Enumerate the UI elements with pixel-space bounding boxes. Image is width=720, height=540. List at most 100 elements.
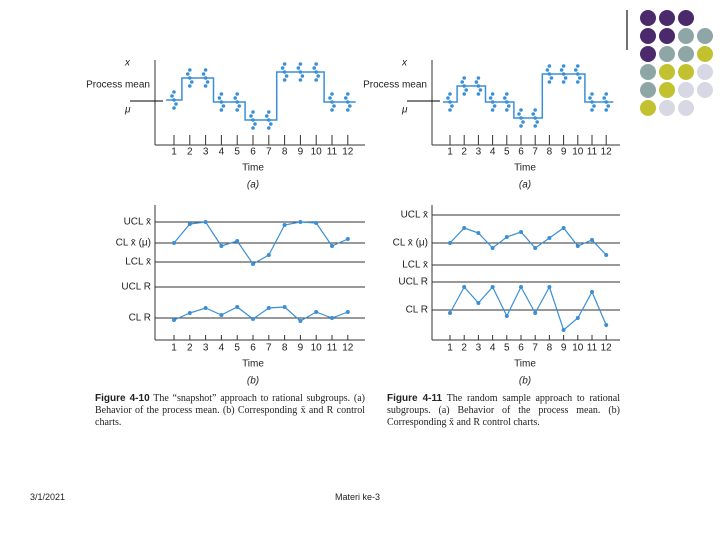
sample-point xyxy=(460,80,465,84)
x-tick-label: 11 xyxy=(327,343,338,354)
x-tick-label: 4 xyxy=(490,147,496,158)
x-tick-label: 3 xyxy=(203,147,209,158)
sample-point xyxy=(219,108,224,112)
x-label: Time xyxy=(242,163,264,174)
sample-point xyxy=(253,122,257,126)
chart-point xyxy=(172,241,176,245)
sample-point xyxy=(602,96,606,100)
chart-point xyxy=(462,226,467,230)
x-tick-label: 3 xyxy=(476,147,482,158)
sample-point xyxy=(604,100,608,104)
limit-label: UCL x̄ xyxy=(124,217,151,228)
chart-point xyxy=(314,221,319,225)
chart-point xyxy=(345,237,350,241)
sample-point xyxy=(604,108,608,112)
x-tick-label: 11 xyxy=(327,147,338,158)
x-tick-label: 11 xyxy=(587,343,598,354)
x-tick-label: 1 xyxy=(171,147,177,158)
sample-point xyxy=(296,66,301,70)
footer: Materi ke-3 xyxy=(335,492,381,502)
sample-point xyxy=(298,62,303,66)
y-label: Process mean xyxy=(86,80,150,91)
chart-point xyxy=(266,253,271,257)
sample-point xyxy=(448,92,452,96)
sample-point xyxy=(561,64,566,68)
caption-text: The “snapshot” approach to rational subg… xyxy=(95,393,365,428)
limit-label: UCL x̄ xyxy=(401,210,428,221)
x-tick-label: 5 xyxy=(234,147,240,158)
chart-point xyxy=(345,310,350,314)
sample-point xyxy=(186,72,190,76)
chart-point xyxy=(490,246,495,250)
x-tick-label: 6 xyxy=(250,343,256,354)
chart-point xyxy=(298,319,303,323)
x-tick-label: 8 xyxy=(282,147,288,158)
sample-point xyxy=(592,104,596,108)
x-tick-label: 9 xyxy=(561,147,567,158)
sample-point xyxy=(170,94,174,98)
x-tick-label: 10 xyxy=(311,343,323,354)
chart-point xyxy=(561,226,566,230)
sample-point xyxy=(265,114,269,118)
sample-point xyxy=(519,116,523,120)
x-tick-label: 11 xyxy=(587,147,598,158)
chart-point xyxy=(251,262,255,266)
sample-point xyxy=(505,92,509,96)
sample-point xyxy=(332,104,336,108)
sample-point xyxy=(314,70,319,74)
sample-point xyxy=(267,126,271,130)
x-tick-label: 7 xyxy=(266,343,272,354)
chart-line xyxy=(173,221,349,265)
x-tick-label: 1 xyxy=(447,343,453,354)
sample-point xyxy=(328,96,332,100)
sample-point xyxy=(446,96,450,100)
sample-point xyxy=(547,72,552,76)
sample-point xyxy=(205,80,210,84)
limit-label: CL R xyxy=(406,305,428,316)
sample-point xyxy=(462,92,467,96)
sample-point xyxy=(267,118,271,122)
x-tick-label: 7 xyxy=(532,147,538,158)
mu: μ xyxy=(401,105,408,116)
sample-point xyxy=(476,84,481,88)
sample-point xyxy=(316,74,321,78)
chart-point xyxy=(219,244,224,248)
sample-point xyxy=(172,98,176,102)
sample-point xyxy=(282,62,287,66)
limit-label: CL x̄ (μ) xyxy=(393,238,428,249)
chart-point xyxy=(504,314,509,318)
chart-point xyxy=(533,311,538,315)
x-tick-label: 1 xyxy=(171,343,177,354)
chart-point xyxy=(504,235,509,239)
sample-point xyxy=(576,80,580,84)
sample-point xyxy=(251,118,255,122)
chart-point xyxy=(282,223,287,227)
x-tick-label: 4 xyxy=(219,147,225,158)
x-tick-label: 1 xyxy=(447,147,453,158)
sample-point xyxy=(590,108,594,112)
x-tick-label: 10 xyxy=(572,343,584,354)
x-tick-label: 3 xyxy=(203,343,209,354)
x-tick-label: 4 xyxy=(490,343,496,354)
sample-point xyxy=(330,108,334,112)
sample-point xyxy=(533,124,537,128)
x-tick-label: 6 xyxy=(518,147,524,158)
sample-point xyxy=(346,92,350,96)
chart-point xyxy=(266,306,271,310)
x-label: Time xyxy=(242,359,264,370)
limit-label: LCL x̄ xyxy=(402,260,428,271)
chart-point xyxy=(604,323,609,327)
sample-point xyxy=(346,108,350,112)
sample-point xyxy=(448,108,452,112)
caption-label: Figure 4-10 xyxy=(95,393,150,404)
sample-point xyxy=(450,104,454,108)
sample-point xyxy=(267,110,271,114)
x-tick-label: 6 xyxy=(250,147,256,158)
chart-point xyxy=(203,220,208,224)
sample-point xyxy=(531,112,535,116)
sample-point xyxy=(203,68,208,72)
chart-point xyxy=(575,316,580,320)
sample-point xyxy=(606,104,610,108)
sample-point xyxy=(219,100,224,104)
sample-point xyxy=(533,116,537,120)
